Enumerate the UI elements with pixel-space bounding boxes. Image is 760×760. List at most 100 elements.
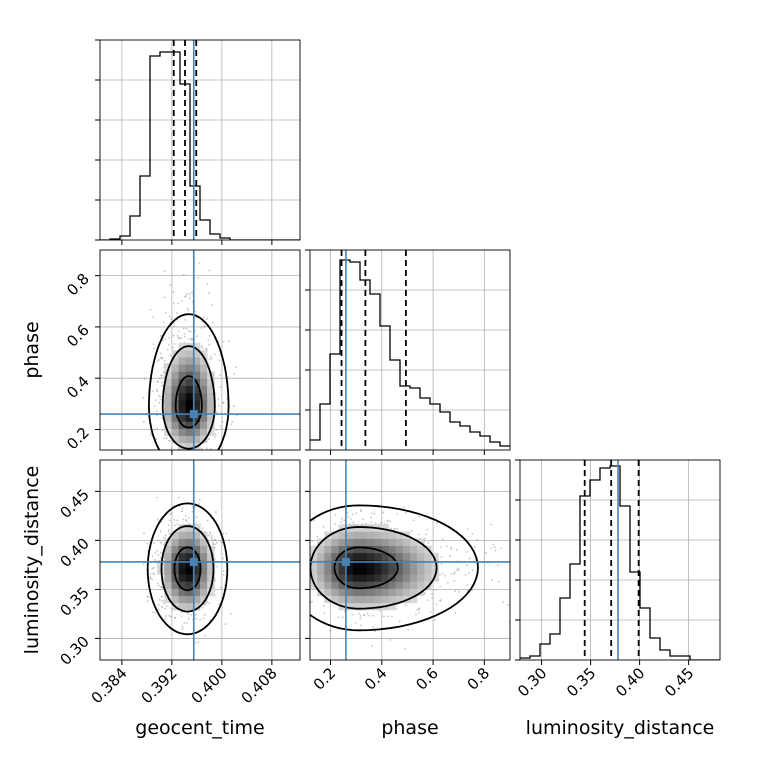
- sample-point-1-0-469: [234, 366, 237, 369]
- sample-point-1-0-305: [173, 322, 175, 325]
- density-cell-1-0-12-11: [185, 364, 194, 372]
- density-cell-2-0-13-12: [192, 567, 201, 575]
- density-cell-1-0-14-6: [200, 400, 208, 408]
- sample-point-2-1-653: [307, 562, 309, 564]
- density-cell-2-1-0-15: [310, 545, 318, 554]
- sample-point-2-1-476: [410, 530, 413, 532]
- sample-point-2-0-822: [151, 555, 154, 557]
- sample-point-1-0-519: [143, 378, 146, 380]
- sample-point-1-0-731: [178, 336, 180, 339]
- density-cell-2-1-3-8: [331, 595, 339, 604]
- density-cell-1-0-11-4: [178, 414, 187, 422]
- sample-point-2-0-556: [202, 617, 205, 620]
- sample-point-1-0-536: [172, 346, 175, 349]
- sample-point-2-1-525: [433, 619, 436, 621]
- sample-point-2-0-380: [210, 534, 213, 537]
- sample-point-2-1-666: [402, 506, 405, 509]
- density-cell-2-1-2-17: [324, 531, 332, 539]
- sample-point-2-1-589: [311, 540, 314, 542]
- density-cell-2-0-13-7: [192, 602, 201, 611]
- density-cell-2-1-4-9: [338, 588, 347, 597]
- density-cell-1-0-15-5: [207, 407, 215, 415]
- density-cell-1-0-12-7: [185, 392, 194, 401]
- density-cell-1-0-13-10: [192, 371, 201, 379]
- sample-point-2-0-494: [194, 617, 197, 620]
- sample-point-2-1-652: [283, 594, 285, 596]
- x-tick-label-geocent_time-3: 0.408: [238, 664, 281, 707]
- sample-point-1-0-605: [159, 398, 162, 401]
- content-0-0: [100, 40, 300, 240]
- sample-point-1-0-471: [227, 340, 230, 343]
- sample-point-2-0-689: [181, 510, 183, 513]
- density-cell-2-1-9-9: [374, 588, 382, 597]
- density-cell-1-0-10-4: [171, 414, 179, 422]
- sample-point-2-0-693: [168, 614, 171, 617]
- sample-point-1-0-876: [191, 450, 193, 452]
- sample-point-1-0-380: [233, 372, 236, 375]
- sample-point-2-1-779: [446, 581, 449, 584]
- density-cell-2-0-9-10: [164, 581, 172, 589]
- y-tick-label-luminosity_distance-2: 0.40: [56, 534, 92, 570]
- density-cell-2-1-7-9: [360, 588, 368, 597]
- sample-point-1-0-308: [156, 414, 158, 417]
- sample-point-1-0-213: [206, 451, 208, 453]
- sample-point-1-0-369: [208, 343, 211, 346]
- sample-point-2-1-830: [289, 574, 291, 576]
- sample-point-2-1-544: [412, 519, 415, 522]
- density-cell-1-0-9-9: [164, 378, 172, 387]
- sample-point-2-1-791: [526, 588, 528, 590]
- sample-point-2-1-148: [297, 529, 299, 531]
- density-cell-1-0-9-7: [164, 392, 172, 401]
- sample-point-1-0-49: [205, 447, 208, 450]
- density-cell-2-0-10-9: [171, 588, 179, 597]
- density-cell-2-0-15-14: [207, 552, 215, 561]
- sample-point-2-1-86: [418, 611, 420, 614]
- density-cell-1-0-15-9: [207, 378, 215, 387]
- sample-point-1-0-159: [168, 337, 171, 339]
- sample-point-2-0-725: [164, 534, 167, 537]
- sample-point-2-0-30: [206, 519, 209, 522]
- sample-point-1-0-421: [176, 319, 179, 321]
- sample-point-2-0-241: [177, 496, 180, 499]
- sample-point-2-0-599: [156, 550, 159, 552]
- density-cell-2-0-12-8: [185, 595, 194, 604]
- density-cell-2-1-11-9: [388, 588, 397, 597]
- density-cell-2-0-13-14: [192, 552, 201, 561]
- sample-point-2-1-190: [507, 603, 510, 606]
- sample-point-1-0-839: [194, 310, 197, 313]
- density-cell-1-0-15-3: [207, 421, 215, 429]
- sample-point-2-1-534: [352, 521, 354, 524]
- density-cell-2-1-3-15: [331, 545, 339, 554]
- sample-point-2-1-505: [395, 527, 398, 530]
- sample-point-2-0-337: [195, 613, 197, 616]
- y-tick-label-luminosity_distance-3: 0.45: [56, 485, 92, 521]
- density-cell-2-1-2-9: [324, 588, 332, 597]
- density-cell-1-0-15-4: [207, 414, 215, 422]
- sample-point-1-0-145: [163, 321, 165, 324]
- density-cell-2-1-7-16: [360, 538, 368, 547]
- sample-point-2-1-858: [427, 542, 430, 544]
- density-cell-2-1-11-8: [388, 595, 397, 604]
- density-cell-2-1-10-9: [381, 588, 389, 597]
- density-cell-2-0-11-12: [178, 567, 187, 575]
- y-tick-label-luminosity_distance-1: 0.35: [56, 584, 92, 620]
- sample-point-2-1-170: [429, 611, 432, 614]
- sample-point-1-0-865: [161, 417, 163, 419]
- sample-point-2-1-129: [358, 613, 360, 615]
- sample-point-2-1-621: [484, 551, 487, 554]
- sample-point-1-0-759: [191, 338, 194, 341]
- sample-point-2-1-198: [396, 512, 398, 515]
- sample-point-2-1-822: [341, 616, 344, 619]
- content-1-1: [310, 250, 510, 450]
- sample-point-2-0-205: [208, 533, 211, 535]
- sample-point-2-1-586: [370, 516, 372, 519]
- sample-point-1-0-768: [164, 338, 167, 341]
- sample-point-1-0-822: [155, 410, 158, 413]
- truth-marker-1-0: [189, 410, 198, 419]
- sample-point-2-0-451: [173, 524, 176, 527]
- sample-point-2-1-806: [465, 550, 468, 553]
- x-axis-label-geocent-time: geocent_time: [135, 717, 264, 739]
- density-cell-2-1-2-12: [324, 567, 332, 575]
- sample-point-2-1-599: [293, 581, 295, 583]
- density-cell-2-1-8-11: [367, 574, 375, 582]
